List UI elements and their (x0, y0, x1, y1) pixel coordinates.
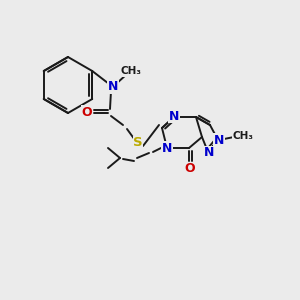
Text: N: N (162, 142, 172, 154)
Text: N: N (108, 80, 118, 94)
Text: N: N (169, 110, 179, 122)
Text: N: N (214, 134, 224, 146)
Text: S: S (133, 136, 143, 149)
Text: O: O (82, 106, 92, 118)
Text: N: N (204, 146, 214, 160)
Text: CH₃: CH₃ (121, 66, 142, 76)
Text: CH₃: CH₃ (232, 131, 254, 141)
Text: O: O (185, 163, 195, 176)
